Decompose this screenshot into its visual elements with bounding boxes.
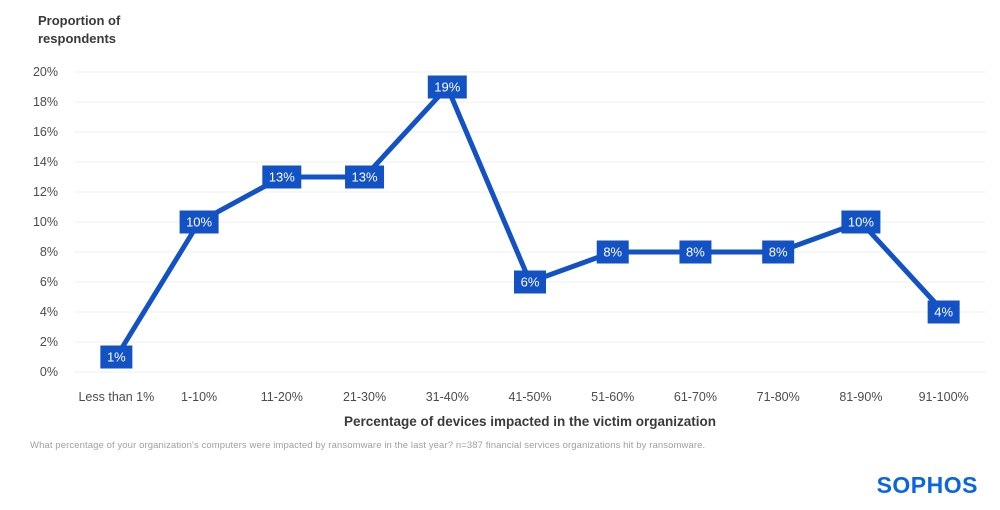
- data-label-box: [427, 75, 467, 99]
- data-label: 10%: [848, 215, 874, 230]
- x-tick-label: 61-70%: [674, 390, 717, 404]
- data-label-box: [679, 240, 712, 264]
- data-label: 6%: [521, 275, 540, 290]
- y-axis-title-line1: Proportion of: [38, 13, 121, 28]
- data-label: 8%: [686, 245, 705, 260]
- y-tick-label: 6%: [40, 275, 58, 289]
- data-label-box: [841, 210, 881, 234]
- footnote: What percentage of your organization's c…: [30, 440, 706, 451]
- data-label: 10%: [186, 215, 212, 230]
- data-label-box: [179, 210, 219, 234]
- sophos-logo: SOPHOS: [876, 472, 978, 498]
- x-tick-label: Less than 1%: [78, 390, 154, 404]
- data-label: 4%: [934, 305, 953, 320]
- data-label-box: [927, 300, 960, 324]
- data-label: 8%: [769, 245, 788, 260]
- data-label-box: [514, 270, 546, 294]
- x-tick-label: 1-10%: [181, 390, 217, 404]
- y-tick-label: 16%: [33, 125, 58, 139]
- x-axis-title: Percentage of devices impacted in the vi…: [343, 414, 717, 429]
- y-axis-title: Proportion of respondents: [38, 12, 120, 47]
- x-tick-label: 91-100%: [919, 390, 969, 404]
- data-label: 19%: [434, 80, 460, 95]
- y-tick-label: 8%: [40, 245, 58, 259]
- y-tick-label: 2%: [40, 335, 58, 349]
- x-tick-label: 51-60%: [591, 390, 634, 404]
- y-tick-label: 18%: [33, 95, 58, 109]
- y-tick-label: 4%: [40, 305, 58, 319]
- y-axis-title-line2: respondents: [38, 30, 117, 46]
- x-tick-label: 31-40%: [426, 390, 469, 404]
- data-label-box: [762, 240, 795, 264]
- line-chart: 0% 2% 4% 6% 8% 10% 12% 14% 16% 18% 20% Less than 1%…: [33, 65, 985, 404]
- x-tick-label: 21-30%: [343, 390, 386, 404]
- y-tick-label: 20%: [33, 65, 58, 79]
- y-tick-label: 10%: [33, 215, 58, 229]
- data-label: 8%: [603, 245, 622, 260]
- data-label: 13%: [352, 170, 378, 185]
- data-label: 1%: [107, 350, 126, 365]
- data-label-box: [100, 345, 133, 369]
- data-label-box: [262, 165, 302, 189]
- x-tick-label: 11-20%: [261, 390, 303, 404]
- x-tick-label: 41-50%: [508, 390, 551, 404]
- x-tick-label: 81-90%: [839, 390, 882, 404]
- data-label-box: [345, 165, 385, 189]
- y-tick-label: 12%: [33, 185, 58, 199]
- y-tick-label: 0%: [40, 365, 58, 379]
- data-label-box: [596, 240, 629, 264]
- x-tick-label: 71-80%: [757, 390, 800, 404]
- data-label: 13%: [269, 170, 295, 185]
- y-tick-label: 14%: [33, 155, 58, 169]
